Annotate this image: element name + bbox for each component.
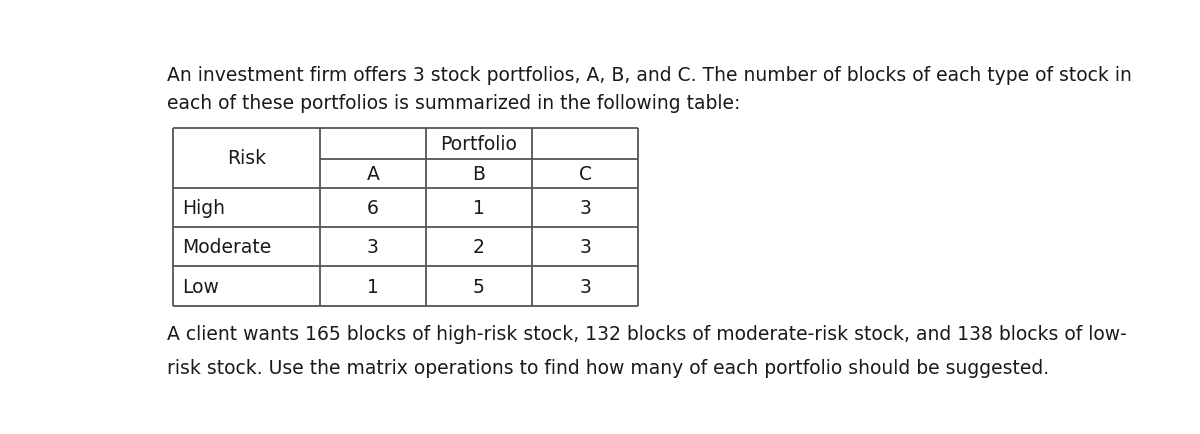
Text: High: High [182, 198, 226, 217]
Text: 3: 3 [580, 277, 592, 296]
Text: 1: 1 [473, 198, 485, 217]
Text: A client wants 165 blocks of high-risk stock, 132 blocks of moderate-risk stock,: A client wants 165 blocks of high-risk s… [167, 325, 1127, 343]
Text: 2: 2 [473, 238, 485, 256]
Text: An investment firm offers 3 stock portfolios, A, B, and C. The number of blocks : An investment firm offers 3 stock portfo… [167, 66, 1132, 84]
Text: each of these portfolios is summarized in the following table:: each of these portfolios is summarized i… [167, 94, 740, 113]
Text: Low: Low [182, 277, 220, 296]
Text: 3: 3 [367, 238, 379, 256]
Text: Portfolio: Portfolio [440, 135, 517, 154]
Text: 3: 3 [580, 238, 592, 256]
Text: risk stock. Use the matrix operations to find how many of each portfolio should : risk stock. Use the matrix operations to… [167, 358, 1049, 377]
Text: 3: 3 [580, 198, 592, 217]
Text: Moderate: Moderate [182, 238, 272, 256]
Text: A: A [366, 164, 379, 184]
Text: C: C [578, 164, 592, 184]
Text: Risk: Risk [227, 149, 266, 168]
Text: 6: 6 [367, 198, 379, 217]
Text: B: B [473, 164, 486, 184]
Text: 1: 1 [367, 277, 379, 296]
Text: 5: 5 [473, 277, 485, 296]
